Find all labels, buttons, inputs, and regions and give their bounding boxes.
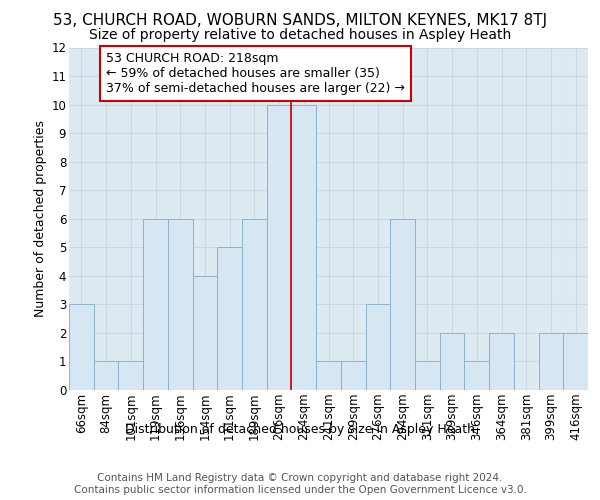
Text: 53, CHURCH ROAD, WOBURN SANDS, MILTON KEYNES, MK17 8TJ: 53, CHURCH ROAD, WOBURN SANDS, MILTON KE… — [53, 12, 547, 28]
Bar — [464, 362, 489, 390]
Bar — [489, 333, 514, 390]
Bar — [563, 333, 588, 390]
Bar — [365, 304, 390, 390]
Text: Distribution of detached houses by size in Aspley Heath: Distribution of detached houses by size … — [125, 422, 475, 436]
Bar — [292, 104, 316, 390]
Y-axis label: Number of detached properties: Number of detached properties — [34, 120, 47, 318]
Bar — [440, 333, 464, 390]
Bar — [94, 362, 118, 390]
Bar — [316, 362, 341, 390]
Bar — [118, 362, 143, 390]
Bar — [390, 219, 415, 390]
Bar — [539, 333, 563, 390]
Bar — [217, 248, 242, 390]
Text: 53 CHURCH ROAD: 218sqm
← 59% of detached houses are smaller (35)
37% of semi-det: 53 CHURCH ROAD: 218sqm ← 59% of detached… — [106, 52, 405, 95]
Text: Size of property relative to detached houses in Aspley Heath: Size of property relative to detached ho… — [89, 28, 511, 42]
Bar — [242, 219, 267, 390]
Bar — [168, 219, 193, 390]
Bar — [193, 276, 217, 390]
Bar — [143, 219, 168, 390]
Bar — [267, 104, 292, 390]
Bar — [341, 362, 365, 390]
Bar — [69, 304, 94, 390]
Text: Contains HM Land Registry data © Crown copyright and database right 2024.
Contai: Contains HM Land Registry data © Crown c… — [74, 474, 526, 495]
Bar — [415, 362, 440, 390]
